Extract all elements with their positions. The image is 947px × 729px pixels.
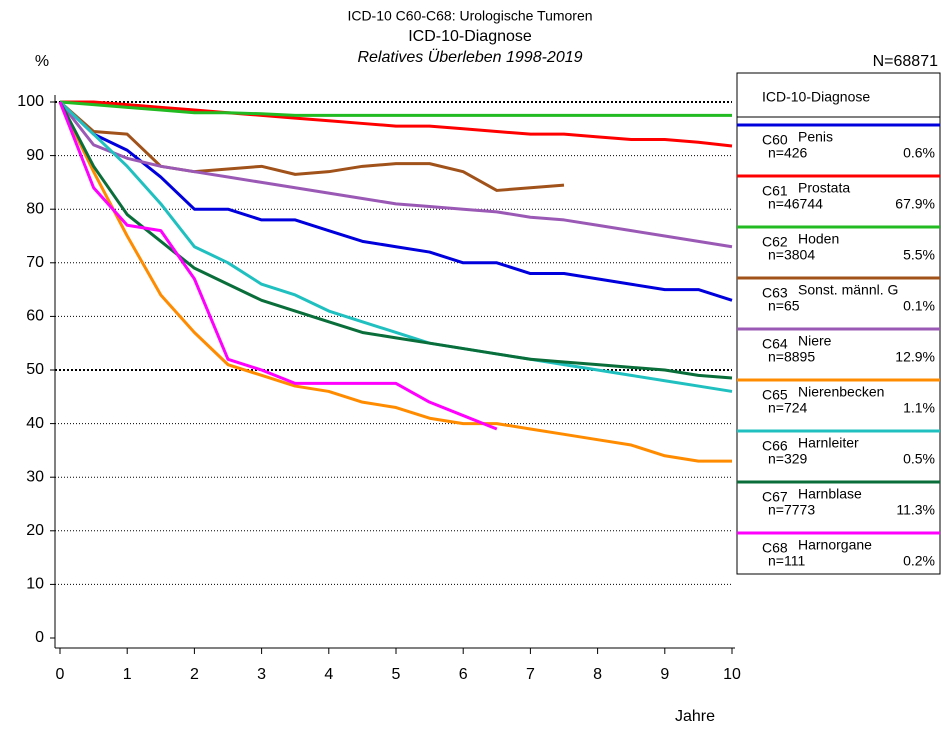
y-tick-label: 10 bbox=[26, 576, 44, 593]
legend-code: C61 bbox=[762, 183, 788, 199]
x-tick-label: 4 bbox=[324, 666, 333, 683]
x-tick-label: 5 bbox=[392, 666, 401, 683]
legend-name: Penis bbox=[798, 129, 833, 145]
legend-name: Hoden bbox=[798, 231, 839, 247]
x-axis-label: Jahre bbox=[675, 708, 715, 725]
x-tick-label: 10 bbox=[723, 666, 741, 683]
x-tick-label: 8 bbox=[593, 666, 602, 683]
chart-subtitle: Relatives Überleben 1998-2019 bbox=[357, 48, 582, 66]
x-tick-label: 7 bbox=[526, 666, 535, 683]
y-tick-label: 70 bbox=[26, 254, 44, 271]
chart-title: ICD-10 C60-C68: Urologische Tumoren bbox=[347, 8, 592, 24]
legend-box bbox=[736, 72, 941, 575]
legend-count: n=8895 bbox=[768, 349, 815, 365]
total-count: N=68871 bbox=[873, 53, 938, 70]
legend-count: n=65 bbox=[768, 298, 800, 314]
series-line bbox=[59, 100, 732, 117]
series-line bbox=[58, 101, 733, 249]
x-tick-label: 3 bbox=[257, 666, 266, 683]
y-tick-label: 90 bbox=[26, 147, 44, 164]
legend-share: 0.5% bbox=[903, 451, 935, 467]
legend-count: n=111 bbox=[768, 553, 805, 569]
y-tick-label: 0 bbox=[35, 629, 44, 646]
y-tick-label: 100 bbox=[17, 93, 44, 110]
x-tick-label: 2 bbox=[190, 666, 199, 683]
legend-count: n=426 bbox=[768, 145, 808, 161]
legend-name: Nierenbecken bbox=[798, 384, 884, 400]
legend-name: Niere bbox=[798, 333, 832, 349]
legend-share: 5.5% bbox=[903, 247, 935, 263]
legend-count: n=724 bbox=[768, 400, 808, 416]
legend-code: C62 bbox=[762, 234, 788, 250]
series-line bbox=[58, 101, 733, 380]
legend-code: C60 bbox=[762, 132, 788, 148]
legend-name: Prostata bbox=[798, 180, 850, 196]
chart-subtitle: ICD-10-Diagnose bbox=[408, 28, 532, 45]
x-tick-label: 1 bbox=[123, 666, 132, 683]
legend-count: n=46744 bbox=[768, 196, 823, 212]
legend-code: C64 bbox=[762, 336, 788, 352]
y-tick-label: 30 bbox=[26, 468, 44, 485]
y-tick-label: 40 bbox=[26, 415, 44, 432]
legend-code: C68 bbox=[762, 540, 788, 556]
x-tick-label: 0 bbox=[56, 666, 65, 683]
legend-name: Harnleiter bbox=[798, 435, 859, 451]
y-tick-label: 60 bbox=[26, 308, 44, 325]
series-line bbox=[60, 100, 733, 148]
y-tick-label: 50 bbox=[26, 361, 44, 378]
series-line bbox=[59, 100, 565, 192]
y-tick-label: 80 bbox=[26, 200, 44, 217]
legend-code: C67 bbox=[762, 489, 788, 505]
legend-code: C63 bbox=[762, 285, 788, 301]
y-axis-label: % bbox=[35, 53, 49, 70]
legend-share: 67.9% bbox=[895, 196, 935, 212]
legend-share: 0.2% bbox=[903, 553, 935, 569]
series-line bbox=[58, 101, 498, 431]
legend-code: C65 bbox=[762, 387, 788, 403]
legend-name: Sonst. männl. G bbox=[798, 282, 898, 298]
x-tick-label: 9 bbox=[660, 666, 669, 683]
legend-name: Harnorgane bbox=[798, 537, 872, 553]
legend-share: 11.3% bbox=[896, 502, 935, 518]
y-tick-label: 20 bbox=[26, 522, 44, 539]
legend-count: n=7773 bbox=[768, 502, 815, 518]
legend-share: 1.1% bbox=[903, 400, 935, 416]
legend-share: 0.1% bbox=[903, 298, 935, 314]
legend-count: n=329 bbox=[768, 451, 808, 467]
x-tick-label: 6 bbox=[459, 666, 468, 683]
series-line bbox=[58, 101, 732, 463]
legend-code: C66 bbox=[762, 438, 788, 454]
legend-name: Harnblase bbox=[798, 486, 862, 502]
legend-title: ICD-10-Diagnose bbox=[762, 89, 870, 105]
series-line bbox=[58, 100, 733, 302]
series-line bbox=[58, 100, 733, 393]
legend-share: 12.9% bbox=[895, 349, 935, 365]
legend-share: 0.6% bbox=[903, 145, 935, 161]
legend-count: n=3804 bbox=[768, 247, 815, 263]
